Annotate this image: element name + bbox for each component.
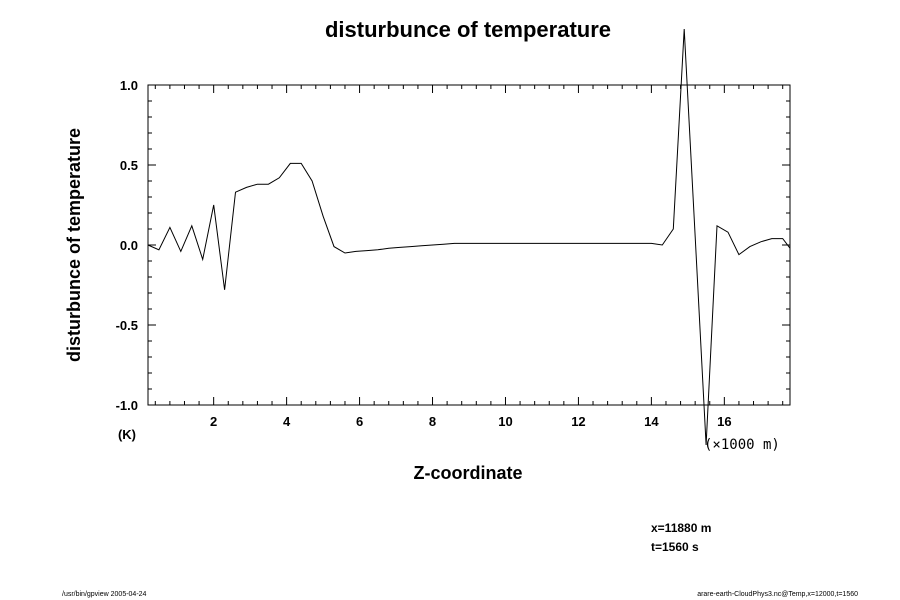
y-tick-label: -0.5	[116, 318, 138, 333]
x-tick-label: 14	[644, 414, 659, 429]
y-tick-label: -1.0	[116, 398, 138, 413]
x-tick-label: 16	[717, 414, 731, 429]
footer-command: /usr/bin/gpview 2005-04-24	[62, 591, 147, 598]
x-tick-label: 8	[429, 414, 436, 429]
x-position-note: x=11880 m	[651, 521, 711, 535]
y-tick-label: 1.0	[120, 78, 138, 93]
series-line	[147, 28, 791, 446]
x-tick-label: 4	[283, 414, 291, 429]
y-axis-label: disturbunce of temperature	[64, 128, 84, 362]
footer-source: arare-earth-CloudPhys3.nc@Temp,x=12000,t…	[697, 591, 858, 598]
x-tick-label: 2	[210, 414, 217, 429]
chart-title: disturbunce of temperature	[325, 17, 611, 42]
time-note: t=1560 s	[651, 540, 699, 554]
x-tick-label: 6	[356, 414, 363, 429]
plot-frame	[147, 84, 791, 406]
y-tick-label: 0.5	[120, 158, 138, 173]
x-scale-note: (×1000 m)	[704, 437, 780, 453]
x-axis-label: Z-coordinate	[413, 463, 522, 483]
y-unit-label: (K)	[118, 427, 136, 442]
x-axis: 2 4 6 8 10 12 14 16	[154, 85, 784, 429]
y-tick-label: 0.0	[120, 238, 138, 253]
x-tick-label: 10	[498, 414, 512, 429]
x-tick-label: 12	[571, 414, 585, 429]
y-axis: 1.0 0.5 0.0 -0.5 -1.0	[116, 78, 790, 413]
